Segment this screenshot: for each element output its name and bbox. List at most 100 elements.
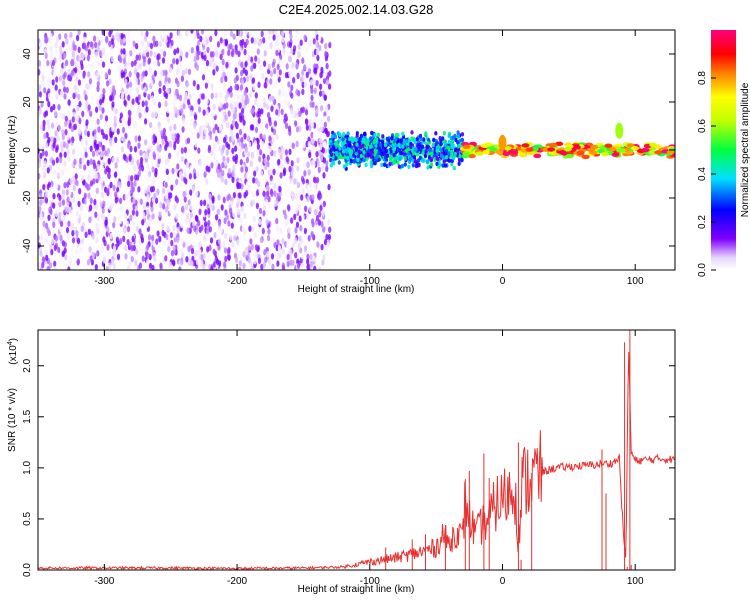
heatmap-cell [75, 210, 79, 217]
heatmap-cell [311, 194, 315, 201]
heatmap-cell [124, 119, 128, 126]
heatmap-cell [43, 172, 47, 179]
heatmap-cell [256, 210, 260, 217]
heatmap-cell [304, 118, 309, 125]
heatmap-cell [263, 101, 267, 108]
heatmap-cell [153, 51, 157, 58]
heatmap-cell [205, 119, 209, 126]
heatmap-cell [316, 241, 320, 248]
heatmap-cell [346, 155, 350, 161]
heatmap-cell [87, 71, 91, 78]
heatmap-cell [93, 134, 97, 141]
heatmap-cell [295, 63, 299, 70]
heatmap-cell [159, 201, 163, 208]
heatmap-cell [210, 83, 214, 90]
colorbar-tick-label: 0.8 [697, 71, 708, 85]
heatmap-cell [192, 80, 196, 87]
heatmap-cell [237, 208, 241, 216]
heatmap-cell [263, 204, 267, 212]
heatmap-cell [315, 48, 320, 56]
heatmap-cell [204, 221, 208, 228]
heatmap-cell [232, 114, 236, 121]
heatmap-cell [322, 254, 326, 261]
heatmap-cell [92, 252, 96, 259]
heatmap-cell [101, 48, 106, 55]
heatmap-cell [197, 98, 201, 105]
heatmap-cell [44, 110, 49, 117]
heatmap-cell [139, 149, 143, 156]
heatmap-cell [281, 264, 286, 270]
heatmap-cell [254, 244, 258, 251]
heatmap-cell [325, 160, 329, 167]
heatmap-cell [75, 179, 79, 187]
heatmap-cell [75, 230, 79, 237]
heatmap-cell [290, 107, 294, 115]
heatmap-cell [106, 188, 110, 195]
x-tick-label: -100 [360, 576, 380, 587]
heatmap-cell [451, 135, 455, 140]
heatmap-cell [281, 140, 285, 147]
heatmap-cell [252, 215, 256, 223]
heatmap-cell [288, 70, 292, 77]
heatmap-cell [48, 222, 52, 229]
heatmap-cell [439, 147, 443, 152]
heatmap-cell [419, 137, 423, 142]
heatmap-cell [306, 195, 310, 202]
heatmap-cell [180, 221, 184, 229]
heatmap-cell [232, 211, 236, 218]
heatmap-cell [217, 244, 221, 251]
heatmap-cell [268, 120, 272, 127]
heatmap-cell [186, 137, 191, 144]
heatmap-cell [328, 41, 332, 49]
heatmap-cell [63, 86, 67, 93]
heatmap-cell [266, 190, 270, 197]
heatmap-cell [89, 266, 93, 270]
heatmap-cell [396, 160, 400, 165]
heatmap-cell [334, 156, 338, 161]
heatmap-cell [315, 199, 319, 207]
heatmap-cell [178, 32, 183, 39]
heatmap-cell [162, 203, 166, 210]
heatmap-cell [128, 81, 133, 88]
heatmap-cell [261, 227, 265, 235]
heatmap-cell [225, 122, 230, 129]
heatmap-cell [342, 164, 346, 169]
heatmap-cell [267, 228, 271, 235]
heatmap-cell [173, 143, 177, 151]
heatmap-cell [238, 266, 242, 270]
heatmap-cell [401, 144, 405, 149]
heatmap-cell [112, 85, 116, 92]
heatmap-cell [362, 150, 366, 155]
heatmap-cell [279, 172, 283, 179]
heatmap-cell [227, 49, 231, 56]
heatmap-cell [424, 131, 428, 136]
heatmap-cell [116, 253, 121, 260]
heatmap-cell [54, 235, 59, 242]
heatmap-cell [173, 106, 177, 113]
heatmap-cell [128, 71, 132, 78]
heatmap-cell [164, 69, 168, 77]
heatmap-cell [127, 36, 131, 43]
heatmap-cell [243, 212, 247, 219]
heatmap-cell [112, 184, 116, 192]
heatmap-cell [323, 77, 327, 85]
heatmap-cell [87, 183, 91, 191]
snr-series-line [38, 351, 675, 570]
heatmap-cell [254, 98, 258, 106]
heatmap-cell [261, 72, 265, 80]
heatmap-cell [127, 94, 131, 101]
heatmap-cell [199, 261, 203, 268]
heatmap-cell [256, 111, 260, 118]
heatmap-cell [140, 75, 144, 82]
heatmap-cell [296, 262, 301, 270]
heatmap-cell [170, 239, 174, 247]
heatmap-cell [101, 107, 105, 114]
heatmap-cell [157, 153, 161, 160]
heatmap-cell [38, 84, 42, 91]
heatmap-cell [206, 134, 210, 142]
heatmap-cell [171, 167, 175, 175]
heatmap-cell [167, 192, 171, 199]
heatmap-cell [83, 192, 87, 200]
heatmap-cell [346, 131, 350, 136]
x-tick-label: -200 [227, 576, 247, 587]
